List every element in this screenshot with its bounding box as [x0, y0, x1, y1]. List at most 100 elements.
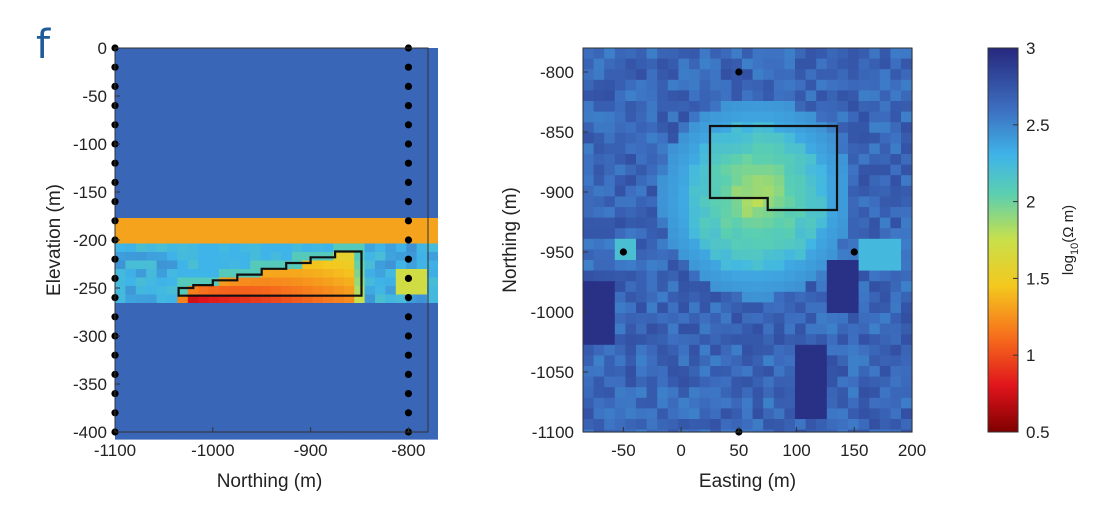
heatmap-cell — [291, 141, 303, 151]
borehole-point — [850, 248, 858, 256]
heatmap-cell — [773, 185, 785, 197]
heatmap-cell — [281, 337, 293, 347]
heatmap-cell — [784, 143, 796, 155]
heatmap-cell — [385, 252, 397, 262]
heatmap-cell — [177, 362, 189, 372]
heatmap-cell — [343, 99, 355, 109]
heatmap-cell — [312, 294, 324, 304]
heatmap-cell — [826, 185, 838, 197]
heatmap-cell — [406, 320, 418, 330]
heatmap-cell — [323, 90, 334, 100]
heatmap-cell — [156, 65, 168, 75]
heatmap-cell — [646, 185, 658, 197]
heatmap-cell — [187, 167, 199, 177]
heatmap-cell — [593, 217, 605, 229]
heatmap-cell — [146, 269, 158, 279]
heatmap-cell — [343, 175, 355, 185]
heatmap-cell — [385, 277, 397, 287]
heatmap-cell — [795, 334, 807, 346]
heatmap-cell — [604, 132, 616, 144]
heatmap-cell — [385, 294, 397, 304]
heatmap-cell — [593, 408, 605, 420]
heatmap-cell — [731, 228, 743, 240]
heatmap-cell — [879, 69, 891, 81]
heatmap-cell — [125, 303, 137, 313]
heatmap-cell — [354, 345, 366, 355]
heatmap-cell — [198, 99, 210, 109]
heatmap-cell — [156, 430, 168, 440]
heatmap-cell — [250, 362, 262, 372]
heatmap-cell — [689, 281, 701, 293]
heatmap-cell — [848, 90, 860, 102]
heatmap-cell — [302, 209, 314, 219]
x-tick-label: 0 — [676, 441, 685, 460]
heatmap-cell — [890, 281, 902, 293]
heatmap-cell — [187, 354, 199, 364]
heatmap-cell — [837, 175, 849, 187]
heatmap-cell — [752, 79, 764, 91]
heatmap-cell — [731, 323, 743, 335]
heatmap-cell — [826, 397, 838, 409]
heatmap-cell — [416, 82, 428, 92]
heatmap-cell — [354, 294, 366, 304]
heatmap-cell — [395, 260, 407, 270]
heatmap-cell — [364, 184, 376, 194]
heatmap-cell — [826, 228, 838, 240]
heatmap-cell — [167, 116, 178, 126]
heatmap-cell — [593, 291, 605, 303]
heatmap-cell — [333, 260, 345, 270]
heatmap-cell — [848, 334, 860, 346]
heatmap-cell — [805, 387, 817, 399]
heatmap-cell — [742, 122, 754, 134]
heatmap-cell — [427, 388, 438, 398]
heatmap-cell — [395, 422, 407, 432]
heatmap-cell — [291, 56, 303, 66]
panel-label: f — [36, 22, 51, 68]
heatmap-cell — [657, 48, 669, 60]
heatmap-cell — [667, 69, 679, 81]
heatmap-cell — [343, 73, 355, 83]
heatmap-cell — [805, 90, 817, 102]
heatmap-cell — [375, 116, 386, 126]
heatmap-cell — [805, 111, 817, 123]
heatmap-cell — [406, 226, 418, 236]
heatmap-cell — [427, 65, 438, 75]
heatmap-cell — [795, 355, 807, 367]
heatmap-cell — [323, 218, 334, 228]
heatmap-cell — [312, 65, 324, 75]
section-axes: 0-50-100-150-200-250-300-350-400-1100 -10… — [44, 39, 429, 492]
heatmap-cell — [281, 345, 293, 355]
heatmap-cell — [427, 167, 438, 177]
heatmap-cell — [198, 48, 210, 58]
heatmap-cell — [208, 354, 220, 364]
heatmap-cell — [323, 235, 334, 245]
heatmap-cell — [167, 371, 178, 381]
heatmap-cell — [271, 235, 282, 245]
heatmap-cell — [784, 122, 796, 134]
heatmap-cell — [219, 362, 230, 372]
heatmap-cell — [312, 218, 324, 228]
heatmap-cell — [636, 48, 648, 60]
heatmap-cell — [354, 396, 366, 406]
heatmap-cell — [364, 192, 376, 202]
heatmap-cell — [156, 141, 168, 151]
plan-overlay — [619, 68, 858, 436]
heatmap-cell — [416, 354, 428, 364]
heatmap-cell — [156, 311, 168, 321]
heatmap-cell — [752, 111, 764, 123]
x-tick-label: -1100 — [94, 441, 136, 460]
heatmap-cell — [636, 217, 648, 229]
heatmap-cell — [125, 371, 137, 381]
heatmap-cell — [593, 397, 605, 409]
heatmap-cell — [187, 328, 199, 338]
heatmap-cell — [636, 397, 648, 409]
borehole-point — [404, 255, 413, 263]
heatmap-cell — [239, 218, 251, 228]
heatmap-cell — [858, 196, 870, 208]
heatmap-cell — [250, 243, 262, 253]
heatmap-cell — [219, 201, 230, 211]
heatmap-cell — [146, 337, 158, 347]
heatmap-cell — [416, 107, 428, 117]
heatmap-cell — [826, 69, 838, 81]
heatmap-cell — [763, 132, 775, 144]
